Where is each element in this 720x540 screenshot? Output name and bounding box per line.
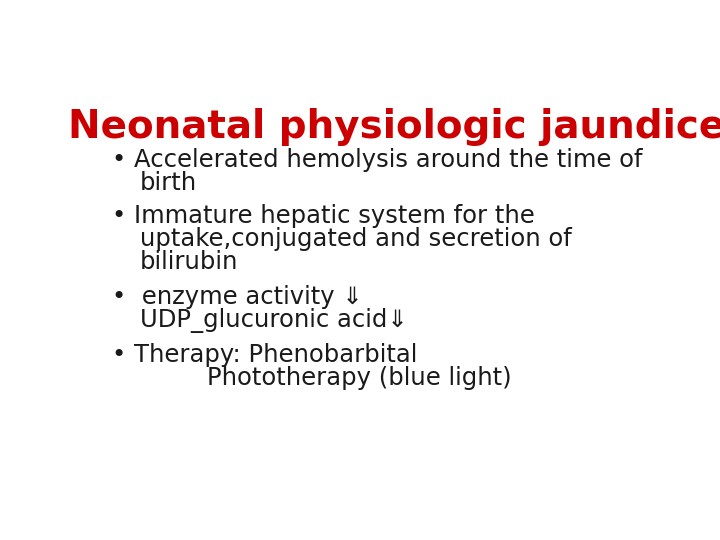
Text: bilirubin: bilirubin: [140, 250, 238, 274]
Text: uptake,conjugated and secretion of: uptake,conjugated and secretion of: [140, 227, 572, 251]
Text: Phototherapy (blue light): Phototherapy (blue light): [207, 366, 512, 390]
Text: • Accelerated hemolysis around the time of: • Accelerated hemolysis around the time …: [112, 148, 643, 172]
Text: UDP_glucuronic acid⇓: UDP_glucuronic acid⇓: [140, 308, 408, 333]
Text: •  enzyme activity ⇓: • enzyme activity ⇓: [112, 285, 363, 309]
Text: • Therapy: Phenobarbital: • Therapy: Phenobarbital: [112, 343, 418, 367]
Text: • Immature hepatic system for the: • Immature hepatic system for the: [112, 204, 535, 228]
Text: Neonatal physiologic jaundice: Neonatal physiologic jaundice: [68, 109, 720, 146]
Text: birth: birth: [140, 171, 197, 195]
